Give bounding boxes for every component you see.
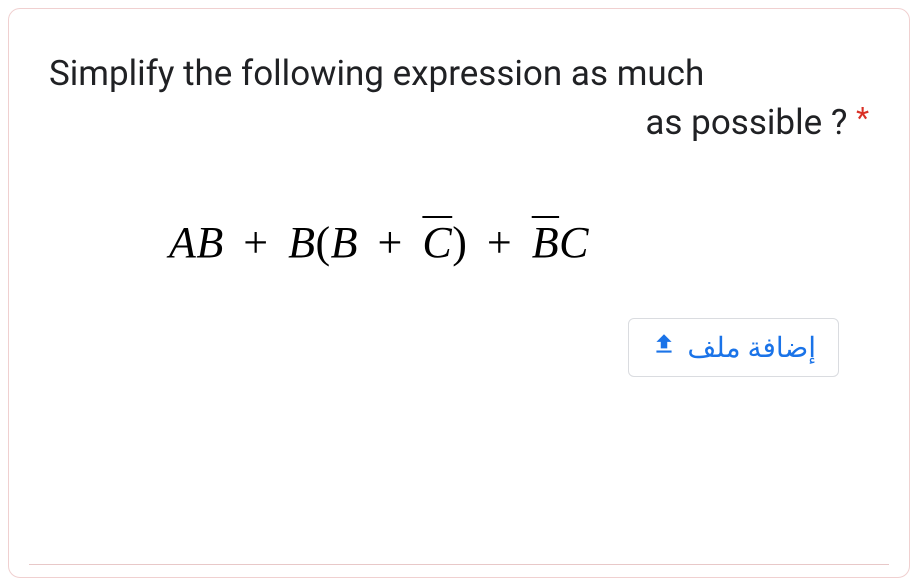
expression-area: AB + B(B + C) + BC [49, 217, 869, 268]
term-A: A [169, 218, 196, 267]
term-C-bar: C [422, 218, 452, 267]
plus-2: + [487, 218, 512, 267]
upload-row: إضافة ملف [49, 318, 869, 377]
lparen: ( [316, 218, 331, 267]
term-B-lead: B [288, 218, 315, 267]
term-B-inner: B [331, 218, 358, 267]
term-B: B [196, 218, 223, 267]
boolean-expression: AB + B(B + C) + BC [169, 218, 589, 267]
required-asterisk: * [856, 101, 869, 136]
bottom-divider [29, 564, 889, 565]
add-file-label: إضافة ملف [687, 331, 816, 364]
term-Bbar: B [532, 218, 559, 267]
question-line-2-wrap: * ? as possible [49, 98, 869, 147]
question-line-2: ? as possible [645, 102, 847, 143]
plus-inner: + [378, 218, 403, 267]
question-card: Simplify the following expression as muc… [8, 8, 910, 578]
upload-icon [651, 331, 677, 364]
add-file-button[interactable]: إضافة ملف [628, 318, 839, 377]
rparen: ) [452, 218, 467, 267]
term-C: C [559, 218, 589, 267]
question-text-block: Simplify the following expression as muc… [49, 49, 869, 147]
plus-1: + [243, 218, 268, 267]
upload-icon-svg [651, 331, 677, 357]
question-line-1: Simplify the following expression as muc… [49, 49, 869, 98]
